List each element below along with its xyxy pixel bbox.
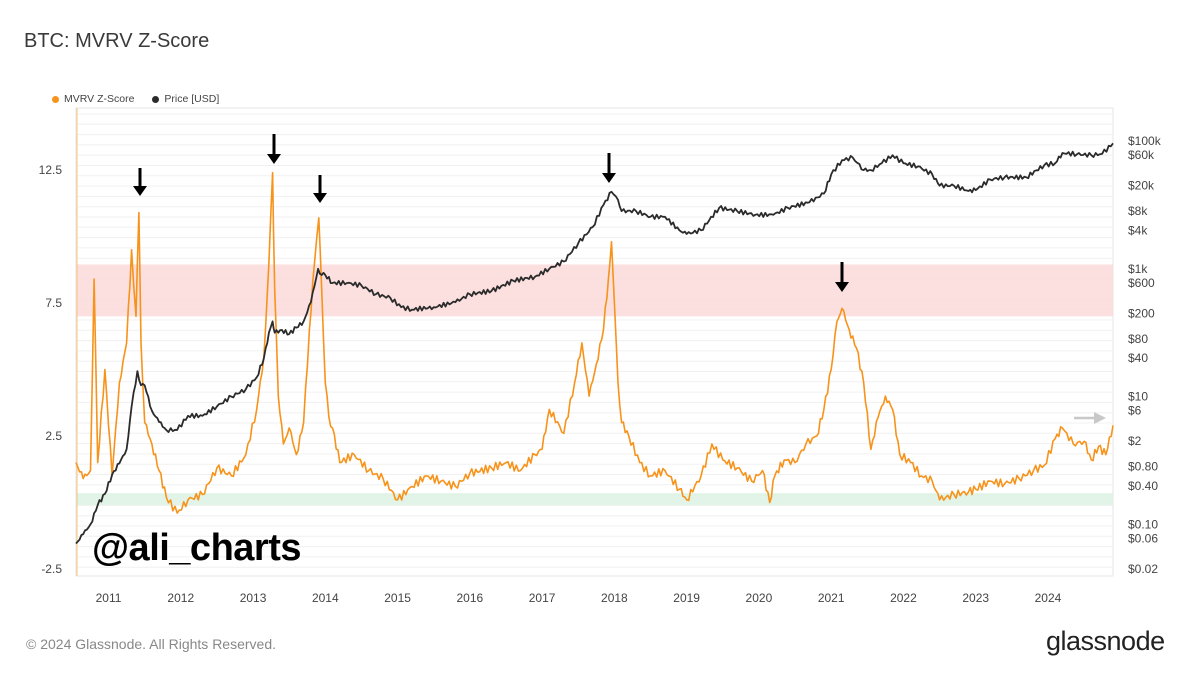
current-value-arrowhead [1094, 412, 1106, 424]
x-tick-label: 2018 [601, 591, 628, 605]
left-tick-label: 2.5 [45, 429, 62, 443]
right-tick-label: $0.80 [1128, 460, 1158, 474]
overvalued-zone [76, 264, 1113, 317]
legend-item-mvrv[interactable]: MVRV Z-Score [52, 93, 134, 105]
x-tick-label: 2016 [456, 591, 483, 605]
x-tick-label: 2023 [962, 591, 989, 605]
right-tick-label: $0.10 [1128, 517, 1158, 531]
left-tick-label: 12.5 [39, 163, 63, 177]
x-tick-label: 2015 [384, 591, 411, 605]
x-tick-label: 2012 [167, 591, 194, 605]
peak-arrowhead [267, 154, 281, 164]
mvrv-legend-dot [52, 95, 59, 103]
price-line [75, 142, 1114, 545]
left-tick-label: 7.5 [45, 296, 62, 310]
x-tick-label: 2022 [890, 591, 917, 605]
legend-label-price: Price [USD] [164, 93, 220, 105]
x-tick-label: 2020 [746, 591, 773, 605]
x-tick-label: 2011 [96, 591, 122, 605]
right-tick-label: $60k [1128, 148, 1155, 162]
legend-label-mvrv: MVRV Z-Score [64, 93, 135, 105]
x-tick-label: 2014 [312, 591, 339, 605]
right-tick-label: $4k [1128, 223, 1148, 237]
peak-arrowhead [602, 173, 616, 183]
watermark: @ali_charts [92, 527, 302, 569]
left-tick-label: -2.5 [41, 562, 62, 576]
x-tick-label: 2019 [673, 591, 700, 605]
legend: MVRV Z-Score Price [USD] [52, 93, 219, 105]
x-tick-label: 2021 [818, 591, 845, 605]
right-tick-label: $2 [1128, 434, 1142, 448]
x-tick-label: 2024 [1035, 591, 1062, 605]
glassnode-logo: glassnode [1046, 626, 1165, 656]
right-tick-label: $200 [1128, 306, 1155, 320]
right-tick-label: $40 [1128, 351, 1148, 365]
copyright-footer: © 2024 Glassnode. All Rights Reserved. [26, 636, 277, 652]
undervalued-zone [76, 493, 1113, 506]
price-legend-dot [152, 95, 160, 103]
right-tick-label: $8k [1128, 204, 1148, 218]
plot-area [75, 107, 1114, 577]
right-tick-label: $600 [1128, 276, 1155, 290]
x-tick-label: 2013 [240, 591, 267, 605]
peak-arrowhead [133, 186, 147, 196]
chart-title: BTC: MVRV Z-Score [24, 30, 210, 52]
right-tick-label: $6 [1128, 404, 1142, 418]
right-tick-label: $0.06 [1128, 532, 1158, 546]
right-tick-label: $20k [1128, 179, 1155, 193]
right-tick-label: $100k [1128, 134, 1162, 148]
peak-arrowhead [313, 193, 327, 203]
right-tick-label: $1k [1128, 262, 1148, 276]
x-tick-label: 2017 [529, 591, 556, 605]
legend-item-price[interactable]: Price [USD] [152, 93, 219, 105]
right-tick-label: $0.40 [1128, 479, 1158, 493]
mvrv-zscore-line [75, 171, 1114, 514]
peak-arrowhead [835, 282, 849, 292]
right-tick-label: $0.02 [1128, 562, 1158, 576]
right-tick-label: $80 [1128, 332, 1148, 346]
right-tick-label: $10 [1128, 390, 1148, 404]
